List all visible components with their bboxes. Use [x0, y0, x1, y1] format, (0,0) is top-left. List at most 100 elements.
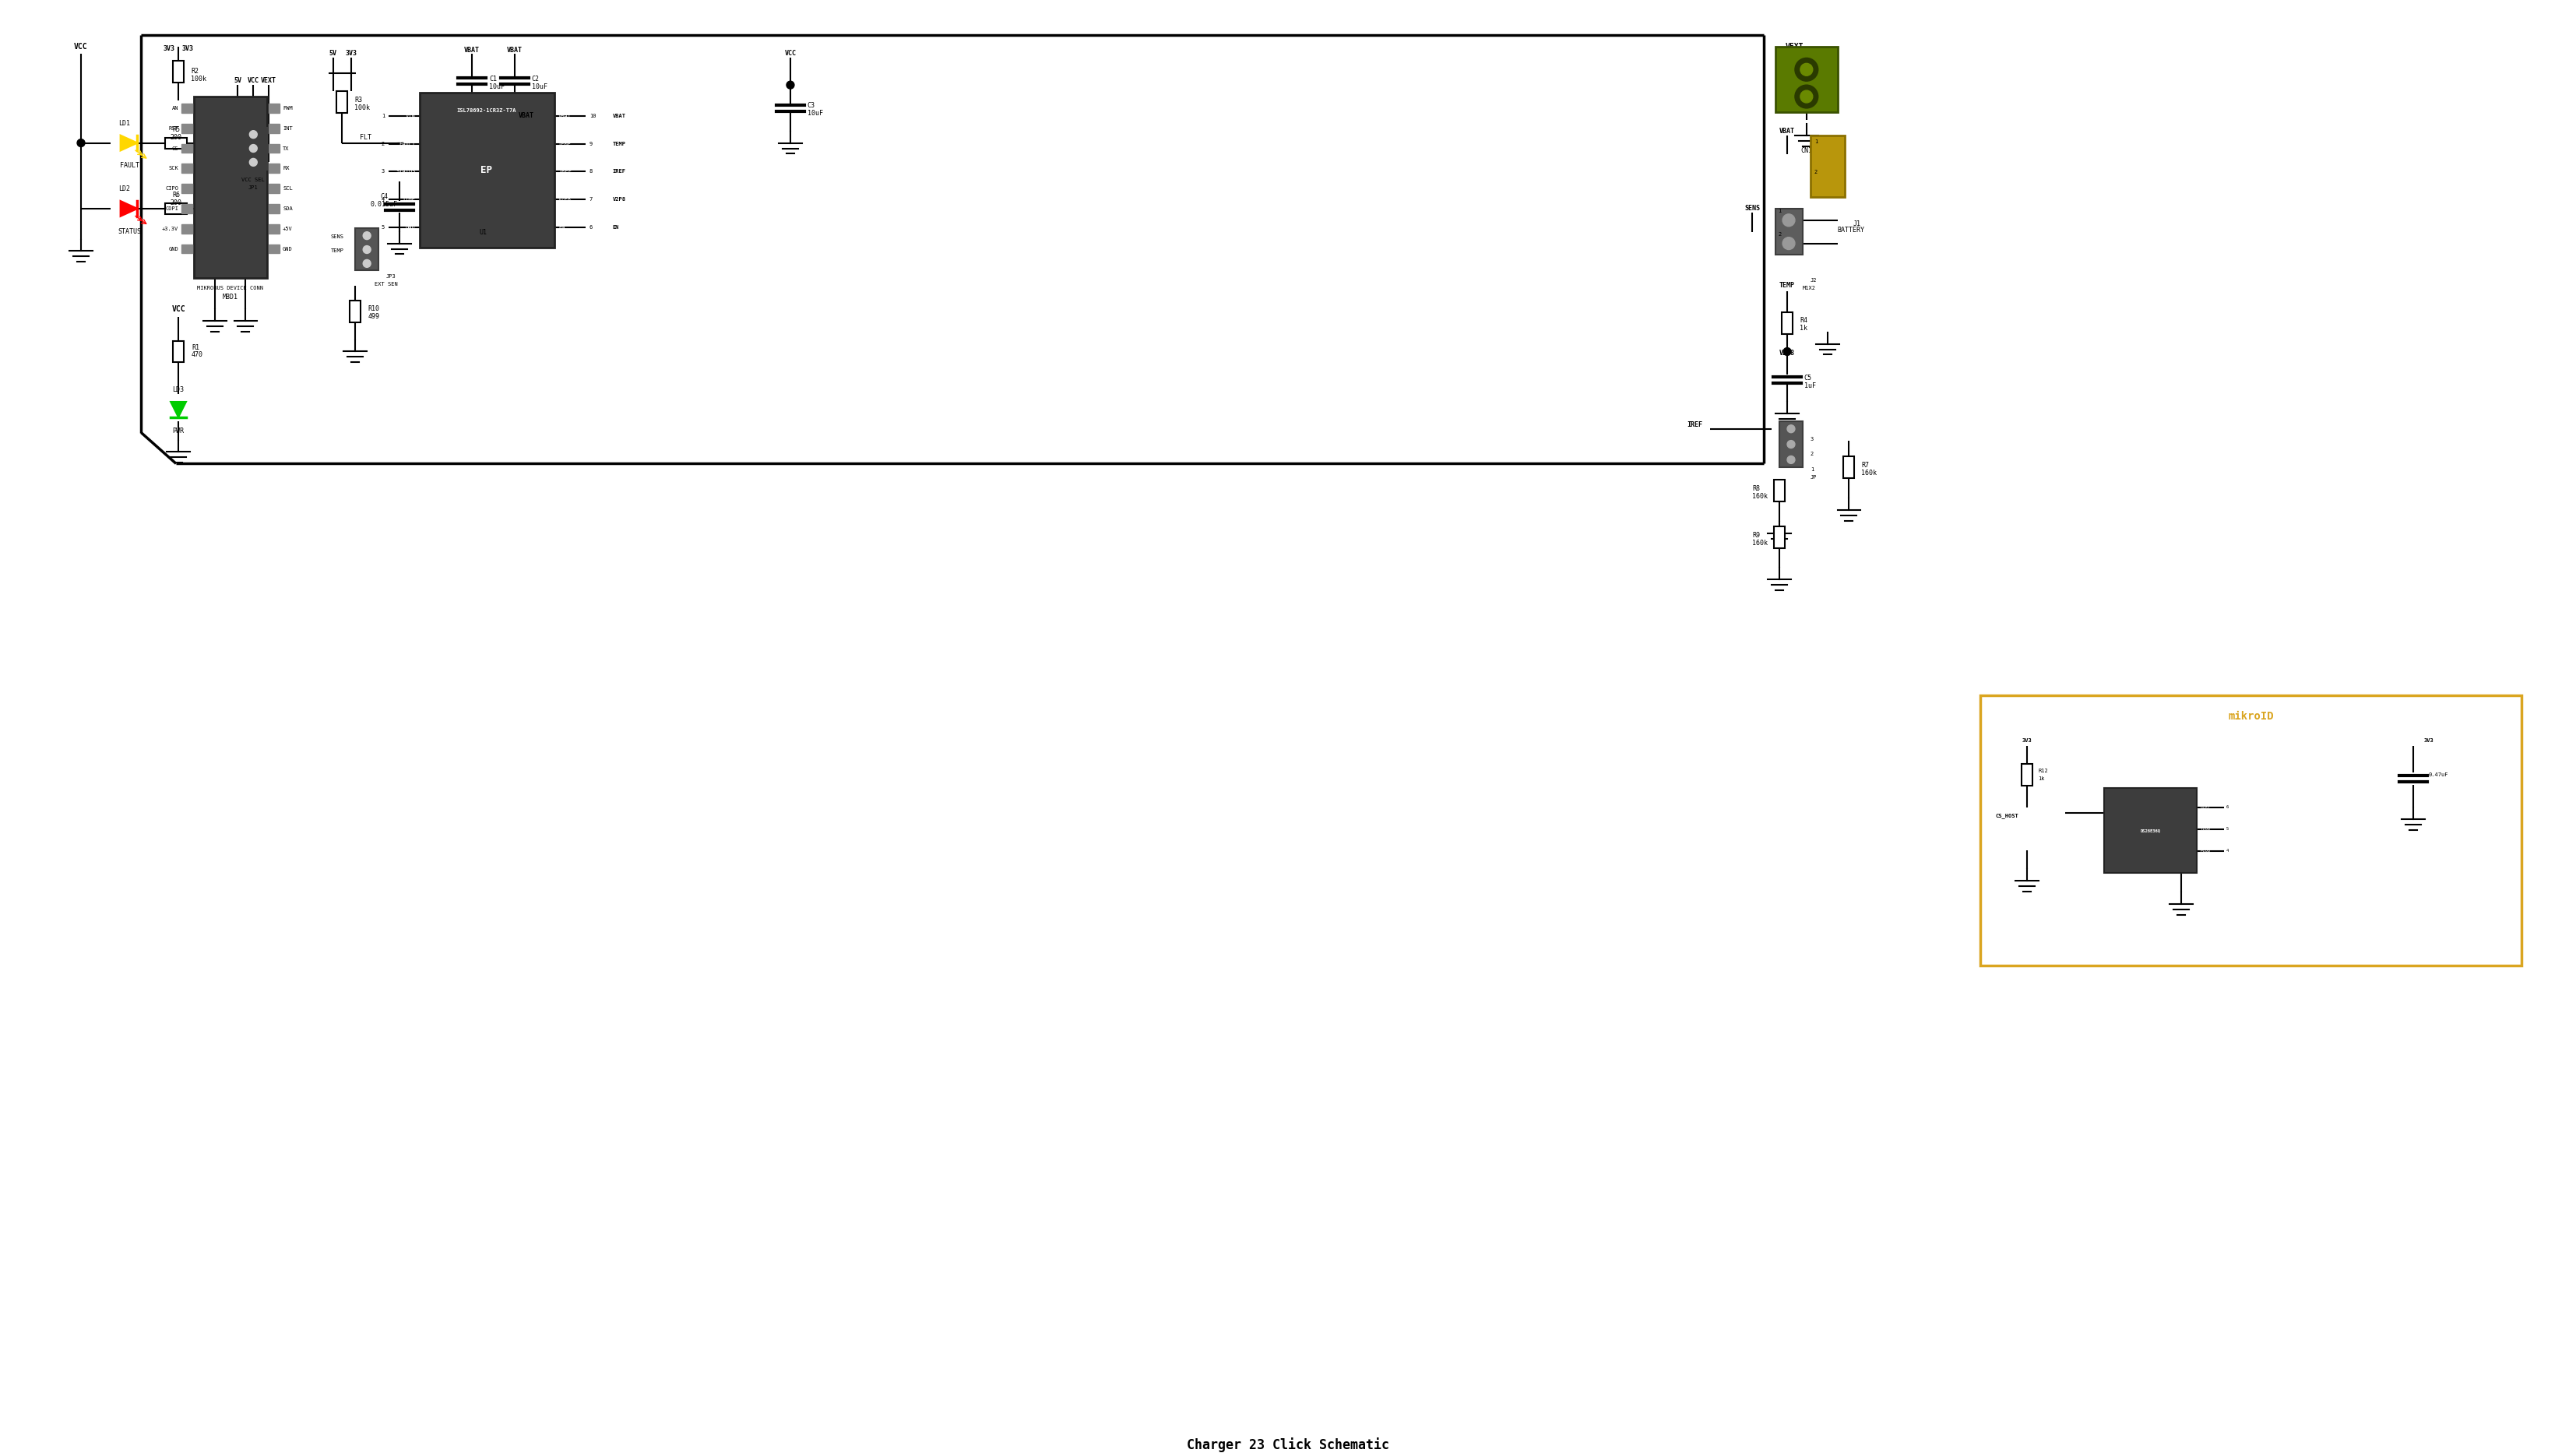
Text: INT: INT [283, 126, 294, 131]
Text: EXT SEN: EXT SEN [374, 282, 397, 286]
Text: TEMP: TEMP [559, 141, 572, 147]
Circle shape [250, 131, 258, 138]
Text: C4: C4 [381, 193, 389, 201]
Bar [337, 92, 348, 113]
Text: 470: 470 [191, 352, 204, 359]
Bar [180, 185, 193, 193]
Text: R2: R2 [191, 68, 198, 76]
Text: FAULT: FAULT [399, 141, 415, 147]
Bar [180, 144, 193, 153]
Bar [2105, 788, 2197, 873]
Text: M1X2: M1X2 [1803, 286, 1816, 291]
Text: COPI: COPI [165, 206, 178, 211]
Text: TIOB: TIOB [2200, 827, 2210, 831]
Bar [355, 228, 379, 270]
Text: DS28E36Q: DS28E36Q [2141, 828, 2161, 833]
Text: VBAT: VBAT [507, 46, 523, 54]
Circle shape [363, 232, 371, 240]
Text: 2: 2 [1814, 170, 1819, 174]
Text: 1: 1 [1777, 209, 1780, 214]
Text: V2P8: V2P8 [613, 198, 626, 202]
Bar [180, 203, 193, 214]
Text: 8: 8 [590, 169, 592, 174]
Bar [165, 138, 188, 148]
Text: JP3: JP3 [386, 275, 397, 279]
Text: GND: GND [404, 225, 415, 230]
Text: 100k: 100k [191, 76, 206, 83]
Text: TEMP: TEMP [613, 141, 626, 147]
Text: R3: R3 [355, 96, 363, 103]
Circle shape [1783, 214, 1795, 227]
Text: 499: 499 [368, 312, 379, 320]
Text: 100k: 100k [355, 105, 371, 112]
Text: SCK: SCK [167, 166, 178, 171]
Bar [268, 185, 281, 193]
Text: 1uF: 1uF [1803, 382, 1816, 389]
Text: MBD1: MBD1 [222, 294, 237, 301]
Text: +5V: +5V [283, 227, 294, 231]
Text: Charger 23 Click Schematic: Charger 23 Click Schematic [1188, 1437, 1388, 1452]
Text: R5: R5 [173, 126, 180, 134]
Bar [180, 103, 193, 113]
Text: U1: U1 [479, 228, 487, 235]
Circle shape [1788, 440, 1795, 448]
Text: FLT: FLT [361, 134, 371, 141]
Text: J1: J1 [1852, 221, 1860, 227]
Bar [1775, 526, 1785, 548]
Text: RX: RX [283, 166, 289, 171]
Text: VCC SEL: VCC SEL [242, 177, 265, 183]
Circle shape [1783, 347, 1790, 356]
Text: TIME: TIME [402, 198, 415, 202]
Text: JP1: JP1 [247, 186, 258, 190]
Text: VCC: VCC [247, 77, 260, 84]
Text: 10uF: 10uF [489, 83, 505, 90]
Bar [1775, 46, 1837, 112]
Text: 5V: 5V [330, 51, 337, 57]
Bar [180, 124, 193, 132]
Text: 160k: 160k [1752, 493, 1767, 500]
Text: VIN: VIN [404, 113, 415, 118]
Text: IREF: IREF [613, 169, 626, 174]
Bar [180, 244, 193, 253]
Polygon shape [121, 201, 137, 216]
Text: J2: J2 [1811, 278, 1816, 283]
Text: STATUS: STATUS [118, 228, 142, 235]
Bar [1811, 135, 1844, 198]
Text: 2: 2 [363, 248, 366, 253]
Text: 0.47uF: 0.47uF [2429, 773, 2447, 777]
Text: 3: 3 [1811, 436, 1814, 442]
Bar [1844, 456, 1855, 478]
Bar [173, 341, 183, 362]
Text: GND: GND [283, 247, 294, 251]
Circle shape [1801, 64, 1814, 76]
Text: CIPO: CIPO [165, 186, 178, 190]
Bar [165, 203, 188, 214]
Circle shape [1801, 90, 1814, 103]
Text: JP: JP [1811, 475, 1816, 479]
Text: EN: EN [613, 225, 618, 230]
Bar [268, 244, 281, 253]
Text: LD2: LD2 [118, 186, 131, 192]
Text: 5: 5 [381, 225, 384, 230]
Polygon shape [121, 135, 137, 151]
Text: R1: R1 [191, 344, 198, 350]
Text: 160k: 160k [1862, 469, 1878, 477]
Text: RST: RST [167, 126, 178, 131]
Bar [268, 103, 281, 113]
Text: PWM: PWM [283, 106, 294, 110]
Text: 10: 10 [590, 113, 595, 118]
Circle shape [1783, 237, 1795, 250]
Text: STATUS: STATUS [397, 169, 415, 174]
Text: SENS: SENS [330, 234, 343, 238]
Text: R9: R9 [1752, 532, 1759, 539]
Circle shape [1788, 424, 1795, 433]
Bar [268, 224, 281, 234]
Bar [1981, 696, 2522, 966]
Circle shape [363, 260, 371, 267]
Text: V2P8: V2P8 [1780, 349, 1795, 356]
Polygon shape [170, 402, 185, 417]
Bar [1783, 312, 1793, 334]
Text: mikroID: mikroID [2228, 711, 2275, 722]
Text: 1: 1 [1811, 468, 1814, 472]
Text: SDA: SDA [283, 206, 294, 211]
